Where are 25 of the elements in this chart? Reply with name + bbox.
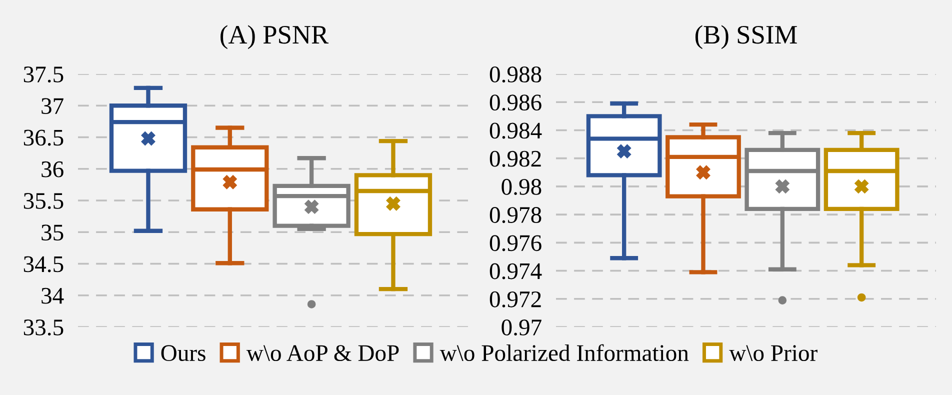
y-tick-label: 0.984	[490, 122, 542, 139]
y-tick-label: 0.982	[490, 150, 541, 167]
y-tick-label: 35.5	[24, 193, 64, 210]
y-tick-label: 36.5	[24, 130, 64, 146]
y-tick-label: 0.974	[490, 263, 542, 280]
y-tick-label: 33.5	[24, 320, 64, 336]
y-tick-label: 0.98	[502, 178, 542, 195]
y-tick-label: 34.5	[24, 256, 64, 272]
y-tick-label: 0.97	[502, 319, 542, 336]
legend-label: w\o Prior	[729, 345, 818, 362]
chart-title: (B) SSIM	[695, 25, 797, 50]
legend-label: w\o Polarized Information	[440, 344, 689, 362]
legend-label: w\o AoP & DoP	[246, 345, 399, 362]
y-tick-label: 36	[42, 161, 64, 178]
y-tick-label: 0.972	[490, 291, 541, 308]
legend-label: Ours	[161, 345, 206, 362]
y-tick-label: 34	[42, 288, 64, 304]
y-tick-label: 37.5	[24, 66, 64, 83]
y-tick-label: 0.986	[490, 94, 542, 111]
y-tick-label: 0.978	[490, 207, 542, 224]
chart-title: (A) PSNR	[220, 25, 329, 50]
y-tick-label: 37	[42, 98, 64, 114]
y-tick-label: 35	[42, 224, 64, 241]
y-tick-label: 0.988	[490, 66, 542, 83]
y-tick-label: 0.976	[490, 235, 542, 252]
